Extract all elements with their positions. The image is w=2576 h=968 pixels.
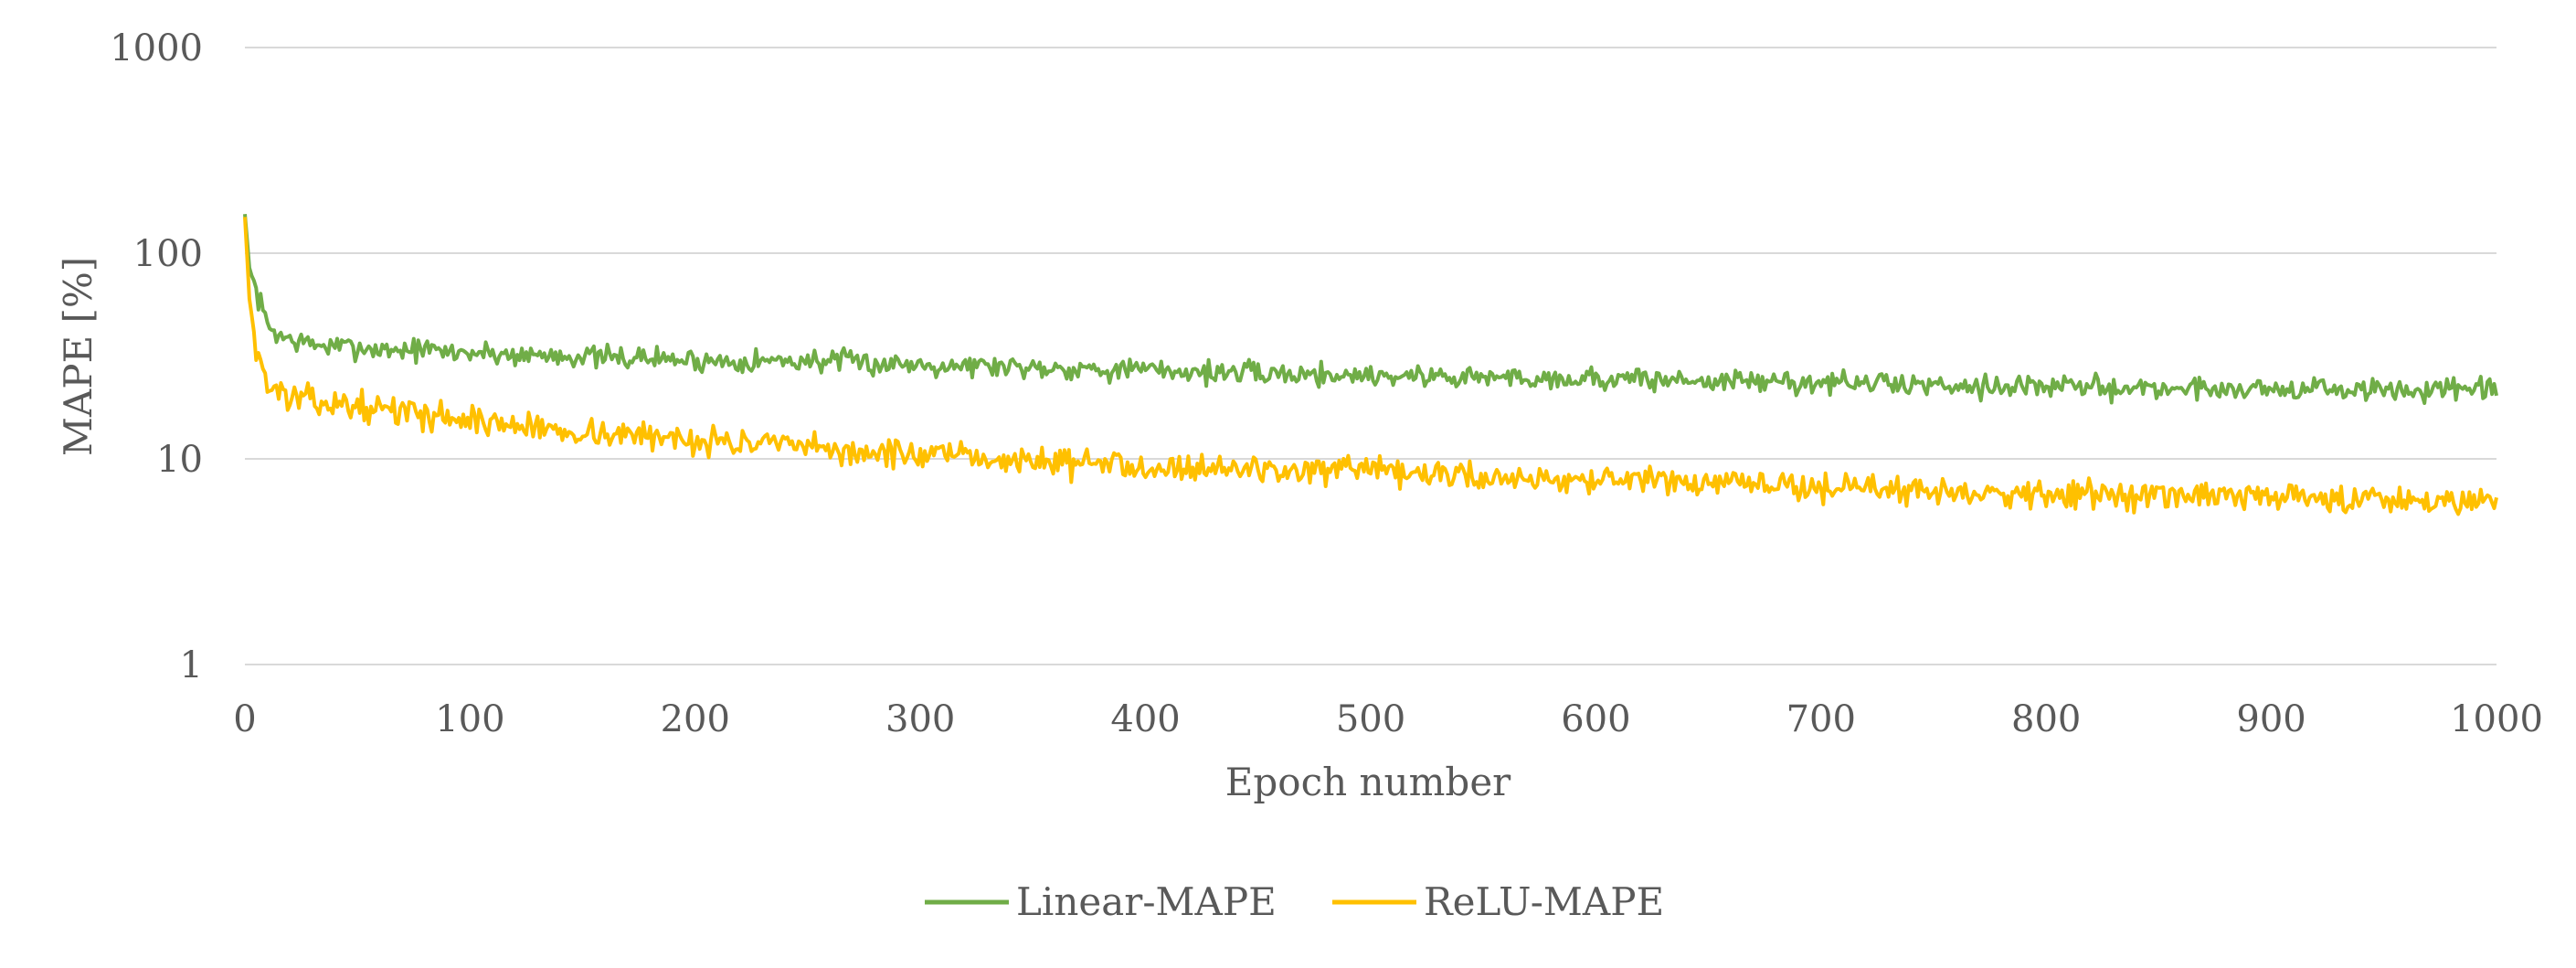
legend-label-relu: ReLU-MAPE [1424,879,1664,924]
y-axis-ticks: 1 10 100 1000 [110,27,203,686]
x-tick-label: 200 [661,698,730,740]
x-tick-label: 600 [1561,698,1630,740]
x-tick-label: 0 [233,698,256,740]
x-axis-ticks: 0 100 200 300 400 500 600 700 800 900 1000 [233,698,2543,740]
legend: Linear-MAPE ReLU-MAPE [925,879,1664,924]
x-tick-label: 700 [1786,698,1856,740]
grid-layer [245,47,2496,665]
y-tick-label: 1 [180,644,203,686]
series-line-linear-mape [243,214,2498,405]
x-tick-label: 800 [2011,698,2081,740]
x-tick-label: 400 [1110,698,1180,740]
series-line-relu-mape [243,217,2498,516]
y-axis-title: MAPE [%] [56,257,101,456]
x-tick-label: 500 [1336,698,1405,740]
x-tick-label: 300 [885,698,955,740]
x-axis-title: Epoch number [1225,760,1511,804]
y-tick-label: 1000 [110,27,203,69]
series-layer [243,214,2498,516]
legend-label-linear: Linear-MAPE [1016,879,1277,924]
y-tick-label: 10 [156,439,203,481]
x-tick-label: 900 [2236,698,2306,740]
x-tick-label: 100 [435,698,504,740]
x-tick-label: 1000 [2450,698,2543,740]
y-tick-label: 100 [133,233,203,275]
